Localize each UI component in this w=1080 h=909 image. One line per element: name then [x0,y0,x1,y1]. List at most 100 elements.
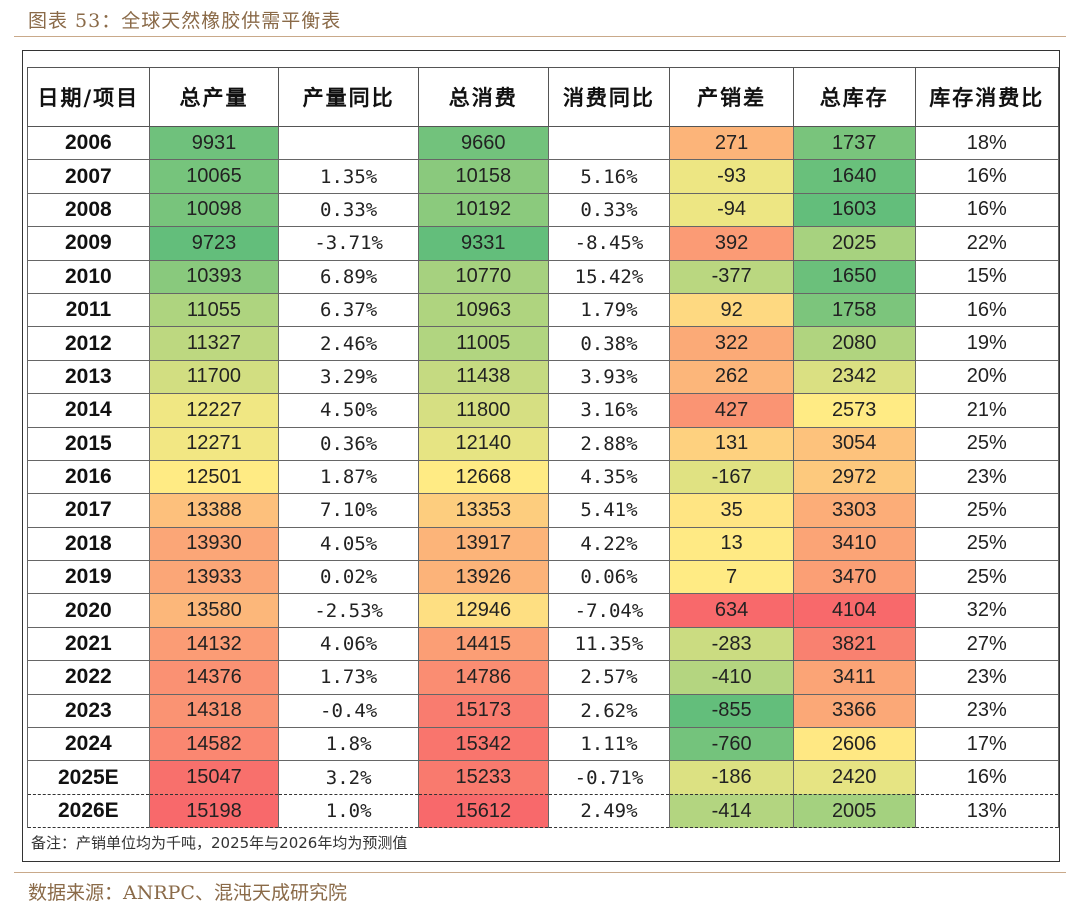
cell-balance: 271 [669,125,794,161]
header-consumption-yoy: 消费同比 [547,67,671,127]
cell-consumption-yoy: -7.04% [547,593,671,628]
cell-production-yoy: 0.33% [278,192,419,228]
cell-stock-ratio: 21% [914,393,1059,428]
cell-consumption-yoy: 2.62% [547,693,671,729]
cell-consumption: 12946 [417,593,549,628]
cell-consumption-yoy: 0.38% [547,326,671,361]
cell-balance: 131 [669,426,794,461]
cell-balance: -855 [669,693,794,729]
cell-stock-ratio: 23% [914,459,1059,495]
cell-stock-ratio: 16% [914,292,1059,328]
cell-production-yoy: 0.02% [278,560,419,595]
cell-consumption: 9660 [417,125,549,161]
cell-year: 2025E [27,760,150,795]
cell-production: 9723 [148,226,280,261]
cell-consumption: 12140 [417,426,549,461]
balance-table: 日期/项目 总产量 产量同比 总消费 消费同比 产销差 总库存 库存消费比 20… [27,67,1059,829]
header-production-yoy: 产量同比 [278,67,419,127]
cell-stock-ratio: 32% [914,593,1059,628]
cell-year: 2006 [27,125,150,161]
cell-year: 2021 [27,626,150,662]
cell-production: 14582 [148,727,280,762]
cell-stock: 1737 [792,125,916,161]
cell-stock: 3470 [792,560,916,595]
header-production: 总产量 [148,67,280,127]
cell-stock-ratio: 16% [914,760,1059,795]
cell-year: 2011 [27,292,150,328]
table-row: 2017 13388 7.10% 13353 5.41% 35 3303 25% [27,493,1059,528]
cell-stock-ratio: 23% [914,660,1059,695]
cell-stock-ratio: 16% [914,159,1059,194]
table-row: 2006 9931 9660 271 1737 18% [27,125,1059,161]
cell-year: 2013 [27,359,150,395]
cell-stock: 3054 [792,426,916,461]
cell-production-yoy: 1.35% [278,159,419,194]
cell-year: 2010 [27,259,150,294]
cell-stock-ratio: 25% [914,426,1059,461]
cell-consumption-yoy: 1.11% [547,727,671,762]
cell-year: 2024 [27,727,150,762]
cell-year: 2015 [27,426,150,461]
cell-consumption: 13353 [417,493,549,528]
cell-consumption: 9331 [417,226,549,261]
cell-balance: 392 [669,226,794,261]
cell-consumption-yoy: 2.49% [547,793,671,829]
cell-year: 2018 [27,526,150,562]
cell-production-yoy: 4.50% [278,393,419,428]
cell-consumption-yoy: 2.57% [547,660,671,695]
cell-consumption: 12668 [417,459,549,495]
cell-production: 14318 [148,693,280,729]
cell-stock-ratio: 22% [914,226,1059,261]
cell-consumption-yoy: 4.35% [547,459,671,495]
cell-balance: -760 [669,727,794,762]
table-row: 2018 13930 4.05% 13917 4.22% 13 3410 25% [27,526,1059,562]
cell-balance: -377 [669,259,794,294]
cell-production: 14132 [148,626,280,662]
cell-consumption: 11005 [417,326,549,361]
table-row: 2012 11327 2.46% 11005 0.38% 322 2080 19% [27,326,1059,361]
cell-stock: 2342 [792,359,916,395]
cell-production-yoy: -2.53% [278,593,419,628]
cell-production: 12227 [148,393,280,428]
cell-year: 2009 [27,226,150,261]
cell-production: 10065 [148,159,280,194]
table-row: 2013 11700 3.29% 11438 3.93% 262 2342 20% [27,359,1059,395]
cell-consumption-yoy: 3.93% [547,359,671,395]
cell-stock-ratio: 16% [914,192,1059,228]
cell-consumption: 10158 [417,159,549,194]
cell-stock-ratio: 23% [914,693,1059,729]
cell-consumption: 11800 [417,393,549,428]
cell-stock: 2025 [792,226,916,261]
cell-consumption: 13917 [417,526,549,562]
table-row: 2015 12271 0.36% 12140 2.88% 131 3054 25% [27,426,1059,461]
cell-production-yoy: -3.71% [278,226,419,261]
cell-stock-ratio: 25% [914,560,1059,595]
table-row: 2023 14318 -0.4% 15173 2.62% -855 3366 23% [27,693,1059,729]
cell-balance: 262 [669,359,794,395]
cell-stock-ratio: 25% [914,526,1059,562]
cell-consumption-yoy: -0.71% [547,760,671,795]
cell-consumption: 15233 [417,760,549,795]
cell-production: 13580 [148,593,280,628]
cell-stock: 1758 [792,292,916,328]
cell-stock-ratio: 13% [914,793,1059,829]
cell-balance: 13 [669,526,794,562]
cell-consumption-yoy: 5.16% [547,159,671,194]
cell-production: 13388 [148,493,280,528]
cell-year: 2023 [27,693,150,729]
cell-stock-ratio: 19% [914,326,1059,361]
table-row: 2009 9723 -3.71% 9331 -8.45% 392 2025 22% [27,226,1059,261]
cell-production: 9931 [148,125,280,161]
cell-balance: -93 [669,159,794,194]
cell-year: 2008 [27,192,150,228]
cell-year: 2014 [27,393,150,428]
cell-stock-ratio: 15% [914,259,1059,294]
table-row: 2008 10098 0.33% 10192 0.33% -94 1603 16% [27,192,1059,228]
cell-production: 14376 [148,660,280,695]
table-row: 2020 13580 -2.53% 12946 -7.04% 634 4104 32% [27,593,1059,628]
cell-consumption-yoy: 15.42% [547,259,671,294]
cell-stock: 2972 [792,459,916,495]
cell-production-yoy: 6.37% [278,292,419,328]
cell-production: 12501 [148,459,280,495]
cell-consumption-yoy [547,125,671,161]
